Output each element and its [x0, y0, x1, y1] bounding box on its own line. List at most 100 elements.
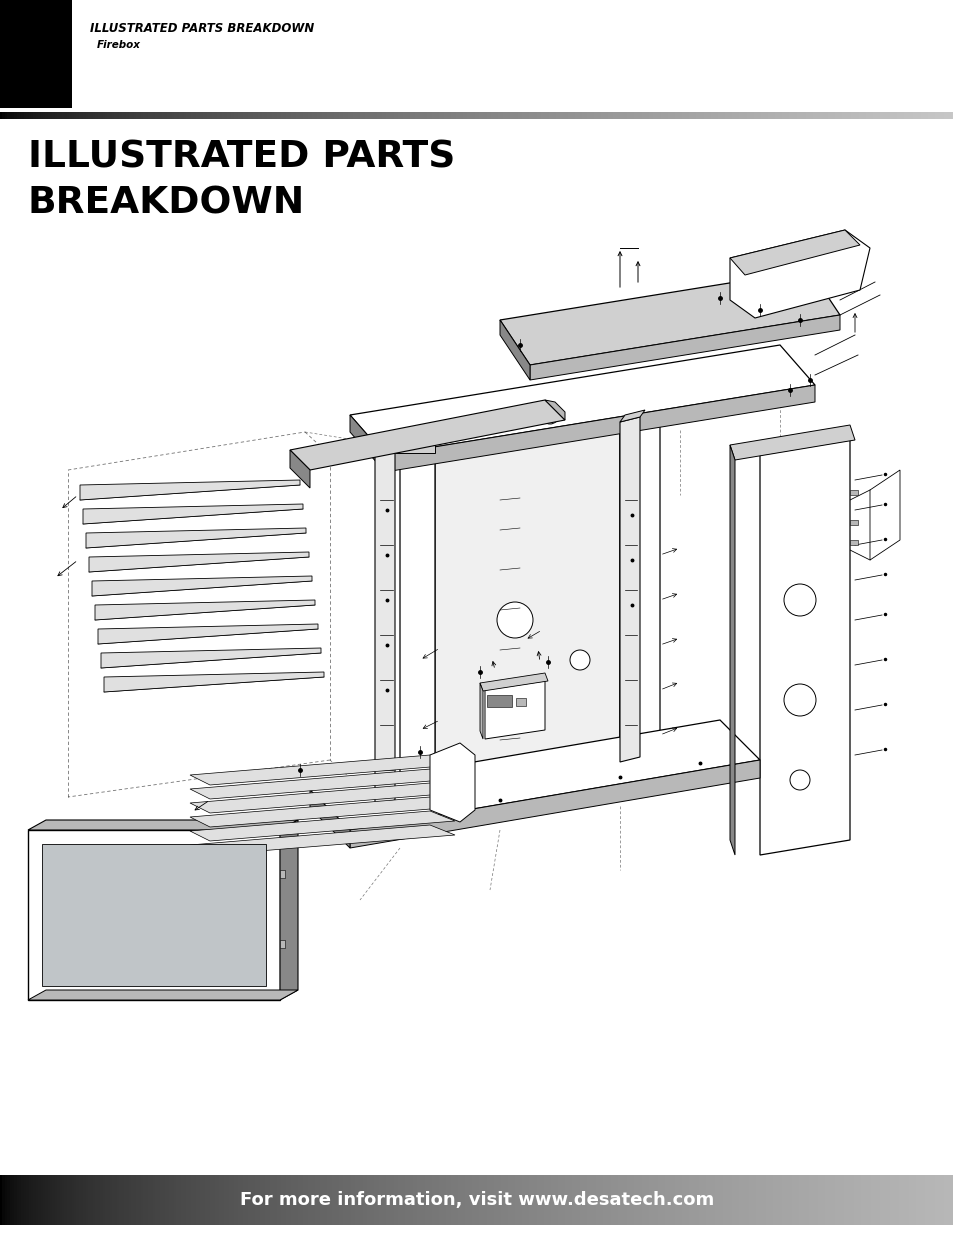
Bar: [91, 1174, 93, 1225]
Bar: [57, 1174, 60, 1225]
Bar: [777, 1174, 780, 1225]
Bar: [11, 112, 15, 119]
Bar: [457, 112, 460, 119]
Bar: [300, 112, 303, 119]
Bar: [286, 112, 289, 119]
Bar: [820, 112, 822, 119]
Bar: [359, 1174, 363, 1225]
Bar: [67, 1174, 70, 1225]
Bar: [459, 112, 463, 119]
Bar: [572, 1174, 575, 1225]
Bar: [829, 112, 832, 119]
Bar: [124, 112, 127, 119]
Bar: [38, 112, 41, 119]
Bar: [319, 112, 322, 119]
Bar: [679, 1174, 682, 1225]
Bar: [416, 112, 420, 119]
Bar: [853, 1174, 856, 1225]
Bar: [901, 112, 903, 119]
Bar: [550, 112, 554, 119]
Bar: [362, 112, 365, 119]
Bar: [476, 1174, 479, 1225]
Bar: [357, 112, 360, 119]
Bar: [924, 112, 927, 119]
Bar: [538, 112, 541, 119]
Bar: [883, 112, 887, 119]
Bar: [374, 112, 377, 119]
Bar: [497, 112, 501, 119]
Bar: [312, 1174, 315, 1225]
Polygon shape: [479, 683, 482, 739]
Bar: [169, 112, 172, 119]
Bar: [496, 112, 498, 119]
Bar: [10, 1174, 12, 1225]
Bar: [841, 1174, 844, 1225]
Bar: [739, 1174, 741, 1225]
Bar: [126, 1174, 130, 1225]
Circle shape: [540, 406, 558, 424]
Bar: [216, 1174, 220, 1225]
Bar: [38, 1174, 41, 1225]
Bar: [450, 1174, 454, 1225]
Bar: [7, 1174, 10, 1225]
Bar: [62, 1174, 65, 1225]
Bar: [343, 112, 346, 119]
Bar: [469, 1174, 473, 1225]
Bar: [882, 112, 884, 119]
Bar: [720, 1174, 722, 1225]
Bar: [391, 1174, 394, 1225]
Bar: [73, 1174, 77, 1225]
Bar: [598, 112, 601, 119]
Bar: [312, 112, 315, 119]
Bar: [615, 1174, 618, 1225]
Bar: [931, 112, 935, 119]
Bar: [364, 1174, 368, 1225]
Bar: [698, 1174, 701, 1225]
Bar: [693, 112, 697, 119]
Bar: [886, 112, 889, 119]
Bar: [229, 112, 232, 119]
Bar: [553, 112, 556, 119]
Bar: [636, 1174, 639, 1225]
Bar: [820, 1174, 822, 1225]
Bar: [491, 1174, 494, 1225]
Bar: [577, 112, 579, 119]
Polygon shape: [399, 453, 435, 797]
Bar: [259, 112, 263, 119]
Bar: [659, 112, 663, 119]
Bar: [64, 112, 68, 119]
Bar: [667, 112, 670, 119]
Bar: [764, 1174, 768, 1225]
Bar: [610, 112, 613, 119]
Polygon shape: [479, 673, 547, 692]
Bar: [340, 112, 344, 119]
Bar: [569, 1174, 573, 1225]
Bar: [243, 112, 246, 119]
Bar: [26, 112, 30, 119]
Bar: [662, 112, 665, 119]
Bar: [772, 1174, 775, 1225]
Bar: [405, 112, 408, 119]
Bar: [148, 1174, 151, 1225]
Bar: [86, 112, 89, 119]
Bar: [922, 1174, 925, 1225]
Bar: [326, 1174, 330, 1225]
Bar: [948, 1174, 951, 1225]
Text: For more information, visit www.desatech.com: For more information, visit www.desatech…: [239, 1191, 714, 1209]
Bar: [783, 112, 787, 119]
Bar: [516, 698, 525, 706]
Bar: [788, 112, 792, 119]
Bar: [169, 1174, 172, 1225]
Bar: [688, 1174, 692, 1225]
Bar: [707, 1174, 711, 1225]
Bar: [536, 112, 539, 119]
Polygon shape: [484, 680, 544, 739]
Bar: [655, 112, 659, 119]
Bar: [760, 1174, 763, 1225]
Polygon shape: [83, 504, 303, 524]
Bar: [464, 1174, 468, 1225]
Bar: [43, 112, 46, 119]
Bar: [917, 1174, 921, 1225]
Bar: [815, 1174, 818, 1225]
Bar: [30, 112, 34, 119]
